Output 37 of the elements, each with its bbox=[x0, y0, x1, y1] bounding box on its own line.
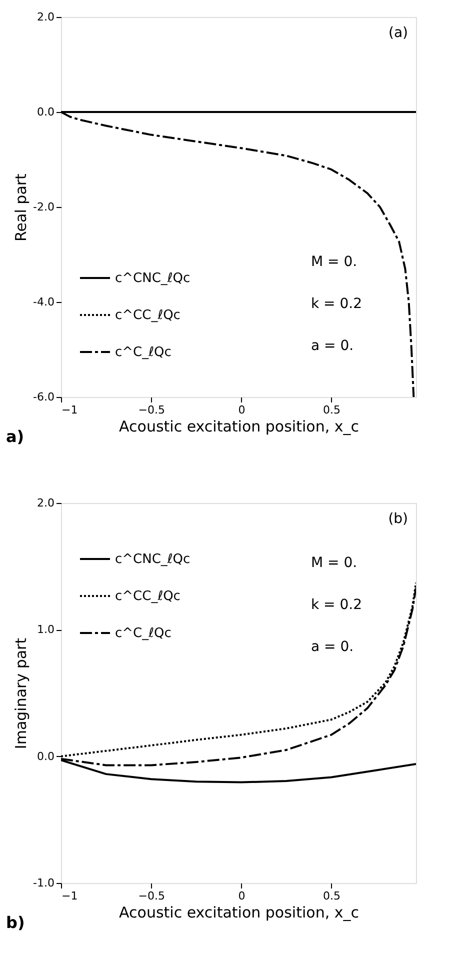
y-tick-label: 2.0 bbox=[37, 496, 54, 510]
x-tick-label: 0 bbox=[238, 890, 246, 902]
x-tick-label: 0 bbox=[238, 404, 246, 416]
legend-label: c^CNC_ℓQc bbox=[115, 271, 190, 286]
annotation: M = 0. bbox=[311, 555, 358, 571]
x-tick-label: −1 bbox=[62, 890, 78, 902]
y-tick-label: 0.0 bbox=[37, 750, 54, 763]
y-axis-title: Imaginary part bbox=[12, 638, 30, 750]
x-axis-title: Acoustic excitation position, x_c bbox=[119, 418, 359, 436]
y-tick-label: -1.0 bbox=[33, 876, 54, 890]
legend-label: c^C_ℓQc bbox=[115, 626, 172, 641]
x-axis-title: Acoustic excitation position, x_c bbox=[119, 904, 359, 922]
x-tick-label: −0.5 bbox=[138, 404, 165, 416]
annotation: M = 0. bbox=[311, 254, 358, 270]
y-tick-label: 0.0 bbox=[37, 106, 54, 118]
annotation: k = 0.2 bbox=[311, 296, 362, 312]
text: a) bbox=[6, 427, 24, 446]
annotation: (a) bbox=[388, 25, 408, 41]
text: b) bbox=[6, 913, 25, 932]
legend-label: c^CC_ℓQc bbox=[115, 308, 180, 323]
y-axis-title: Real part bbox=[12, 173, 30, 242]
x-tick-label: −1 bbox=[62, 404, 78, 416]
y-tick-label: 1.0 bbox=[37, 623, 54, 636]
y-tick-label: -4.0 bbox=[33, 296, 54, 308]
annotation: (b) bbox=[388, 511, 408, 527]
annotation: a = 0. bbox=[311, 338, 354, 354]
x-tick-label: 0.5 bbox=[323, 404, 341, 416]
annotation: k = 0.2 bbox=[311, 597, 362, 613]
legend-label: c^CNC_ℓQc bbox=[115, 552, 190, 567]
y-tick-label: -6.0 bbox=[33, 390, 54, 404]
y-tick-label: -2.0 bbox=[33, 200, 54, 214]
annotation: a = 0. bbox=[311, 639, 354, 655]
legend-label: c^C_ℓQc bbox=[115, 345, 172, 360]
legend-label: c^CC_ℓQc bbox=[115, 589, 180, 604]
x-tick-label: −0.5 bbox=[138, 890, 165, 902]
y-tick-label: 2.0 bbox=[37, 10, 54, 24]
x-tick-label: 0.5 bbox=[323, 890, 341, 902]
